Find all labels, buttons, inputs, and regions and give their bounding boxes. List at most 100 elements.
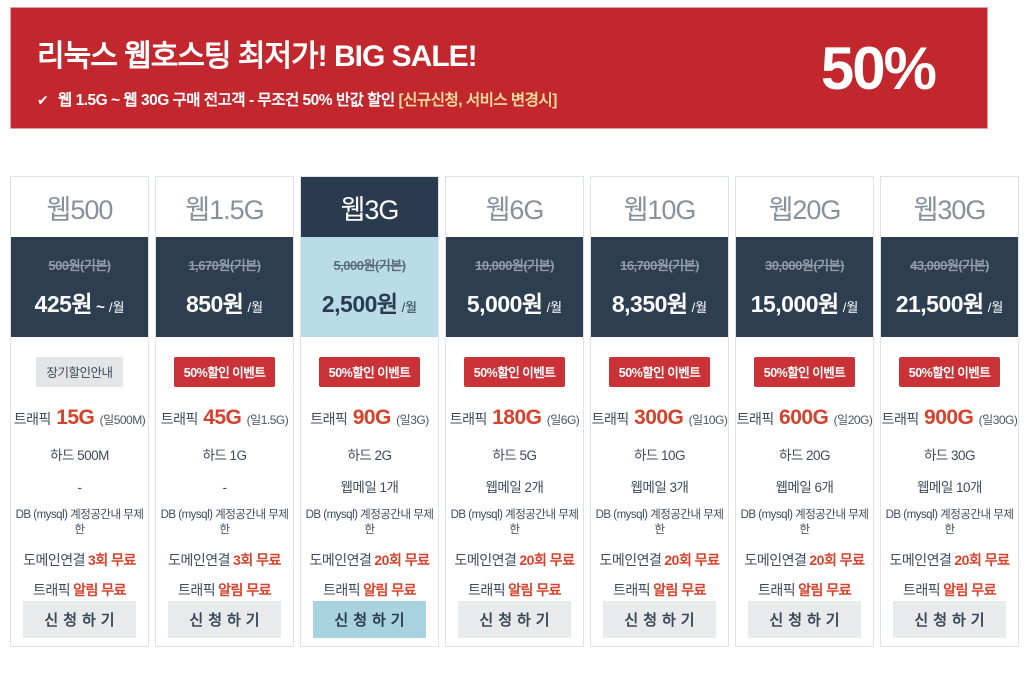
alert-label: 트래픽	[177, 582, 216, 598]
feature-webmail: 웹메일 10개	[917, 480, 982, 495]
sale-price: 425원 ~ /월	[35, 285, 125, 319]
alert-label: 트래픽	[467, 582, 506, 598]
apply-button[interactable]: 신청하기	[893, 601, 1006, 638]
banner-text-block: 리눅스 웹호스팅 최저가! BIG SALE! ✔ 웹 1.5G ~ 웹 30G…	[37, 27, 557, 110]
apply-button[interactable]: 신청하기	[748, 601, 861, 638]
sale-price: 15,000원 /월	[751, 285, 859, 319]
promo-badge: 50%할인 이벤트	[173, 357, 276, 387]
price-tilde: ~	[96, 299, 105, 316]
plan-card: 웹6G 10,000원(기본) 5,000원 /월 50%할인 이벤트 트래픽 …	[445, 176, 584, 647]
alert-value: 알림 무료	[653, 582, 707, 598]
domain-label: 도메인연결	[168, 552, 231, 568]
feature-traffic-alert: 트래픽 알림 무료	[612, 581, 707, 599]
original-price: 16,700원(기본)	[620, 258, 699, 273]
promo-badge: 50%할인 이벤트	[608, 357, 711, 387]
traffic-daily-limit: (일30G)	[978, 413, 1018, 427]
price-per-month: /월	[108, 300, 125, 315]
traffic-value: 300G	[634, 406, 684, 429]
traffic-daily-limit: (일1.5G)	[246, 413, 289, 427]
traffic-label: 트래픽	[13, 411, 52, 427]
alert-label: 트래픽	[612, 582, 651, 598]
plan-features: 50%할인 이벤트 트래픽 180G (일6G) 하드 5G 웹메일 2개 DB…	[446, 337, 583, 646]
traffic-label: 트래픽	[160, 411, 199, 427]
alert-label: 트래픽	[757, 582, 796, 598]
domain-label: 도메인연결	[309, 552, 372, 568]
traffic-label: 트래픽	[449, 411, 488, 427]
price-per-month: /월	[401, 300, 418, 315]
plan-price-box: 500원(기본) 425원 ~ /월	[11, 237, 148, 337]
apply-button[interactable]: 신청하기	[458, 601, 571, 638]
plan-card: 웹30G 43,000원(기본) 21,500원 /월 50%할인 이벤트 트래…	[880, 176, 1019, 647]
feature-traffic: 트래픽 300G (일10G)	[592, 405, 728, 433]
sale-price-amount: 850원	[185, 291, 244, 317]
traffic-label: 트래픽	[310, 411, 348, 427]
apply-button[interactable]: 신청하기	[313, 601, 426, 638]
traffic-label: 트래픽	[736, 411, 775, 427]
plan-price-box: 43,000원(기본) 21,500원 /월	[881, 237, 1018, 337]
sale-price: 5,000원 /월	[467, 285, 562, 319]
promo-badge: 50%할인 이벤트	[898, 357, 1001, 387]
apply-button[interactable]: 신청하기	[23, 601, 136, 638]
domain-label: 도메인연결	[454, 552, 517, 568]
plan-name: 웹6G	[446, 177, 583, 237]
plan-price-box: 10,000원(기본) 5,000원 /월	[446, 237, 583, 337]
traffic-value: 45G	[203, 406, 242, 429]
sale-price: 2,500원 /월	[322, 285, 417, 319]
price-per-month: /월	[691, 300, 708, 315]
alert-value: 알림 무료	[363, 582, 417, 598]
original-price: 1,670원(기본)	[188, 258, 261, 273]
plan-card: 웹1.5G 1,670원(기본) 850원 /월 50%할인 이벤트 트래픽 4…	[155, 176, 294, 647]
plan-name: 웹20G	[736, 177, 873, 237]
pricing-table: 웹500 500원(기본) 425원 ~ /월 장기할인안내 트래픽 15G (…	[10, 176, 1019, 647]
original-price: 30,000원(기본)	[765, 258, 844, 273]
feature-webmail: 웹메일 3개	[630, 480, 689, 495]
price-per-month: /월	[247, 300, 264, 315]
promo-badge: 50%할인 이벤트	[318, 357, 421, 387]
discount-percent: 50%	[820, 34, 937, 102]
plan-price-box: 1,670원(기본) 850원 /월	[156, 237, 293, 337]
feature-domain: 도메인연결 20회 무료	[309, 551, 430, 569]
feature-hdd: 하드 20G	[778, 448, 831, 463]
domain-value: 20회 무료	[954, 552, 1010, 568]
domain-label: 도메인연결	[889, 552, 952, 568]
plan-name: 웹500	[11, 177, 148, 237]
feature-db: DB (mysql) 계정공간내 무제한	[595, 509, 724, 536]
traffic-label: 트래픽	[591, 411, 630, 427]
feature-webmail: 웹메일 2개	[485, 480, 544, 495]
price-per-month: /월	[842, 300, 859, 315]
price-per-month: /월	[987, 300, 1004, 315]
alert-value: 알림 무료	[218, 582, 272, 598]
traffic-label: 트래픽	[881, 411, 920, 427]
plan-name: 웹3G	[301, 177, 438, 237]
feature-hdd: 하드 2G	[347, 448, 392, 463]
feature-traffic-alert: 트래픽 알림 무료	[467, 581, 562, 599]
sale-price-amount: 15,000원	[750, 291, 840, 317]
domain-value: 3회 무료	[233, 552, 281, 568]
promo-badge: 장기할인안내	[36, 357, 123, 387]
original-price: 10,000원(기본)	[475, 258, 554, 273]
alert-value: 알림 무료	[73, 582, 127, 598]
plan-features: 50%할인 이벤트 트래픽 45G (일1.5G) 하드 1G - DB (my…	[156, 337, 293, 646]
feature-hdd: 하드 30G	[923, 448, 976, 463]
apply-button[interactable]: 신청하기	[603, 601, 716, 638]
feature-webmail: 웹메일 1개	[340, 480, 399, 495]
plan-card: 웹500 500원(기본) 425원 ~ /월 장기할인안내 트래픽 15G (…	[10, 176, 149, 647]
feature-db: DB (mysql) 계정공간내 무제한	[15, 509, 144, 536]
plan-price-box: 5,000원(기본) 2,500원 /월	[301, 237, 438, 337]
feature-domain: 도메인연결 20회 무료	[744, 551, 865, 569]
banner-subtitle-text: 웹 1.5G ~ 웹 30G 구매 전고객 - 무조건 50% 반값 할인	[58, 91, 395, 109]
banner-title: 리눅스 웹호스팅 최저가! BIG SALE!	[37, 39, 478, 73]
traffic-daily-limit: (일10G)	[688, 413, 728, 427]
alert-label: 트래픽	[32, 582, 71, 598]
feature-traffic: 트래픽 600G (일20G)	[737, 405, 873, 433]
feature-traffic: 트래픽 900G (일30G)	[882, 405, 1018, 433]
traffic-daily-limit: (일500M)	[99, 413, 146, 427]
sale-price: 850원 /월	[186, 285, 263, 319]
traffic-value: 180G	[492, 406, 542, 429]
apply-button[interactable]: 신청하기	[168, 601, 281, 638]
feature-webmail: -	[222, 480, 228, 495]
plan-name: 웹10G	[591, 177, 728, 237]
promo-badge: 50%할인 이벤트	[753, 357, 856, 387]
alert-value: 알림 무료	[508, 582, 562, 598]
